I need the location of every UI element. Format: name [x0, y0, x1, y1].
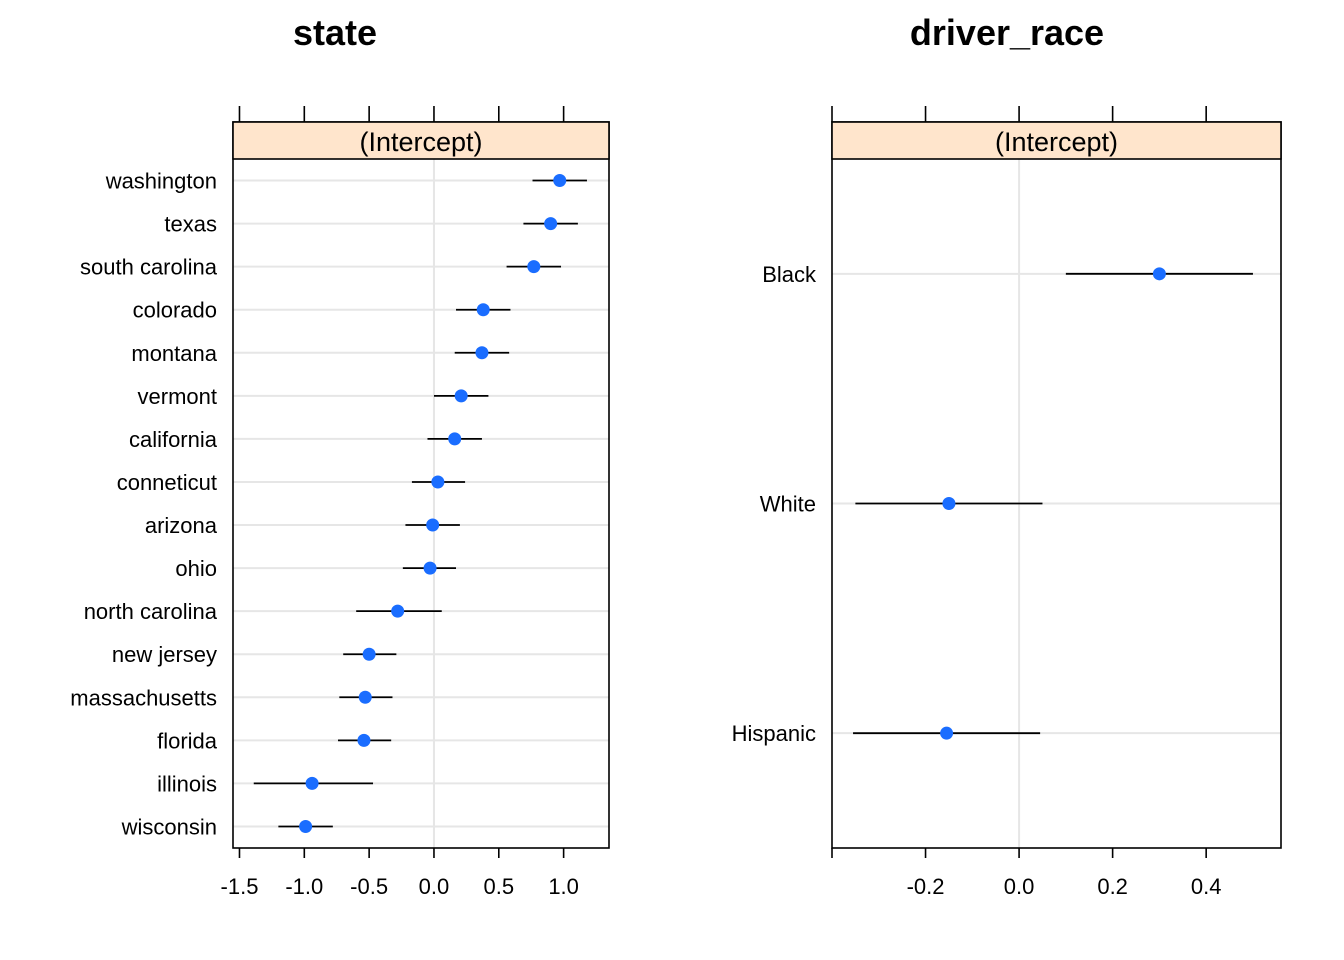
data-point [942, 497, 956, 510]
strip-label: (Intercept) [359, 127, 482, 157]
data-point [391, 604, 405, 618]
x-tick-label: -1.0 [285, 874, 323, 899]
x-tick-label: -1.5 [221, 874, 259, 899]
category-label: arizona [145, 513, 218, 538]
x-tick-label: -0.2 [907, 874, 945, 899]
category-label: california [129, 427, 218, 452]
strip-header [232, 121, 610, 160]
state-panel: state washington texas south carolina colora… [70, 12, 610, 899]
category-label: texas [164, 212, 217, 237]
category-label: massachusetts [70, 685, 217, 710]
driver-race-panel: driver_race Black White Hispanic (Intercept)… [732, 12, 1282, 899]
category-label: Black [762, 262, 817, 287]
strip-label: (Intercept) [995, 127, 1118, 157]
data-point [357, 733, 371, 747]
data-point [476, 303, 490, 317]
category-label: north carolina [84, 599, 218, 624]
data-point [475, 346, 489, 360]
data-point [423, 561, 437, 575]
category-label: washington [105, 169, 217, 194]
category-label: conneticut [117, 470, 217, 495]
category-label: illinois [157, 771, 217, 796]
data-point [1152, 267, 1166, 281]
x-tick-label: -0.5 [350, 874, 388, 899]
x-tick-label: 0.2 [1097, 874, 1128, 899]
panel-title: driver_race [910, 12, 1104, 53]
data-point [299, 819, 313, 833]
data-point [553, 174, 567, 188]
panel-border [831, 121, 1282, 849]
category-label: new jersey [112, 642, 217, 667]
data-point [426, 518, 440, 532]
category-label: Hispanic [732, 721, 816, 746]
data-point [431, 475, 445, 489]
category-label: White [760, 492, 816, 517]
x-tick-label: 1.0 [548, 874, 579, 899]
category-label: wisconsin [121, 814, 217, 839]
category-label: montana [131, 341, 217, 366]
category-label: vermont [138, 384, 217, 409]
data-point [940, 726, 954, 740]
x-tick-label: 0.0 [1004, 874, 1035, 899]
data-point [544, 217, 558, 231]
x-tick-label: 0.0 [419, 874, 450, 899]
data-point [454, 389, 468, 403]
data-point [362, 647, 376, 661]
data-point [358, 690, 372, 704]
data-point [527, 260, 541, 274]
category-label: colorado [133, 298, 217, 323]
data-point [305, 776, 319, 790]
category-label: ohio [175, 556, 217, 581]
strip-header [831, 121, 1282, 160]
data-point [448, 432, 462, 446]
panel-border [232, 121, 610, 849]
category-label: south carolina [80, 255, 218, 280]
x-tick-label: 0.4 [1191, 874, 1222, 899]
panel-title: state [293, 12, 377, 53]
category-label: florida [157, 728, 218, 753]
x-tick-label: 0.5 [483, 874, 514, 899]
